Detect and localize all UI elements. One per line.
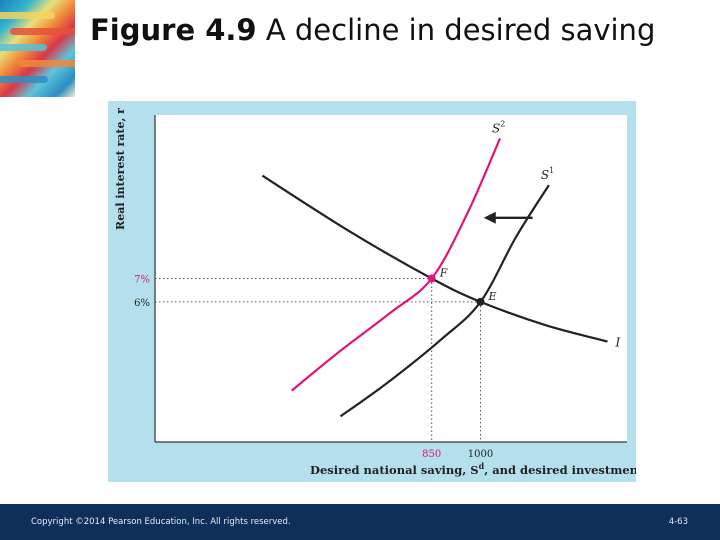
slide-title: Figure 4.9 A decline in desired saving <box>90 10 700 50</box>
series-label-i: I <box>614 336 620 350</box>
x-tick-label-1000: 1000 <box>468 449 493 460</box>
point-f <box>427 274 436 283</box>
series-label-s2: S2 <box>492 119 505 135</box>
y-tick-label-6: 6% <box>134 298 150 309</box>
x-axis-label: Desired national saving, Sd, and desired… <box>310 461 636 477</box>
decorative-banner-image <box>0 0 75 97</box>
shift-arrow-head <box>483 211 496 224</box>
x-tick-label-850: 850 <box>422 449 441 460</box>
point-label-e: E <box>488 290 497 303</box>
copyright-notice: Copyright ©2014 Pearson Education, Inc. … <box>31 517 291 527</box>
chart-panel: S2 S1 I F E 7% 6% 850 1000 Real interest rate,… <box>108 101 636 482</box>
saving-investment-chart: S2 S1 I F E 7% 6% 850 1000 Real interest rate,… <box>114 108 636 477</box>
y-axis-label: Real interest rate, r <box>114 108 127 230</box>
series-line-s2 <box>291 137 502 392</box>
series-line-s1 <box>339 184 550 418</box>
figure-title-text: A decline in desired saving <box>265 13 656 47</box>
page-number: 4-63 <box>668 517 688 527</box>
point-label-f: F <box>439 267 448 280</box>
series-line-i <box>261 174 608 343</box>
y-tick-label-7: 7% <box>134 275 150 286</box>
point-e <box>476 297 485 306</box>
figure-number: Figure 4.9 <box>90 13 257 47</box>
series-label-s1: S1 <box>541 166 554 182</box>
slide-footer: Copyright ©2014 Pearson Education, Inc. … <box>0 504 720 540</box>
